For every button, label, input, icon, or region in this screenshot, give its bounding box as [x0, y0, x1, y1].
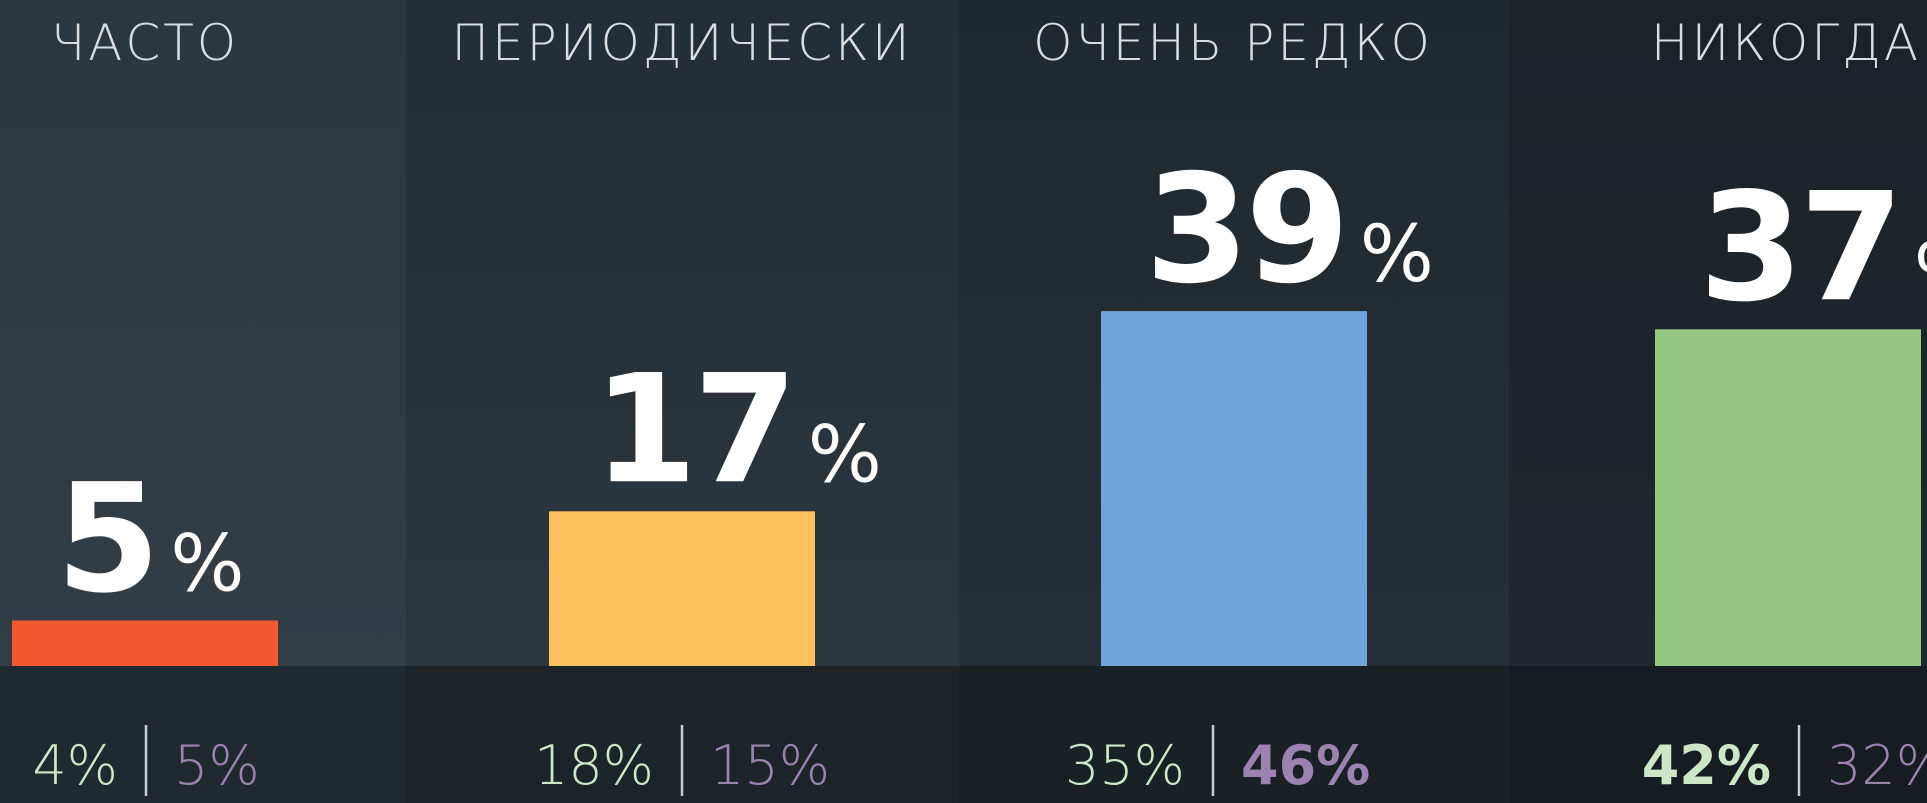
bar: [1101, 311, 1367, 666]
breakdown-label: 42%: [1642, 734, 1771, 797]
value-label: 17%: [593, 343, 882, 517]
breakdown-label: 46%: [1241, 734, 1370, 797]
breakdown-label: 18%: [534, 734, 654, 797]
category-label: ЧАСТО: [51, 14, 239, 72]
value-unit: %: [170, 520, 244, 610]
breakdown-label: 35%: [1065, 734, 1185, 797]
bar: [549, 511, 815, 666]
bar: [1655, 329, 1921, 666]
breakdown-label: 5%: [174, 734, 260, 797]
value-number: 39: [1145, 143, 1346, 317]
category-label: НИКОГДА: [1651, 14, 1921, 72]
category-label: ОЧЕНЬ РЕДКО: [1033, 14, 1433, 72]
value-number: 17: [593, 343, 794, 517]
value-unit: %: [808, 410, 882, 500]
value-number: 5: [56, 453, 156, 627]
category-label: ПЕРИОДИЧЕСКИ: [451, 14, 912, 72]
strip-bg: [0, 666, 406, 803]
strip-bg: [959, 666, 1509, 803]
value-unit: %: [1914, 228, 1927, 318]
bar: [12, 620, 278, 666]
value-label: 37%: [1699, 161, 1927, 335]
breakdown-label: 15%: [710, 734, 830, 797]
breakdown-label: 4%: [32, 734, 118, 797]
value-label: 39%: [1145, 143, 1434, 317]
value-label: 5%: [56, 453, 245, 627]
value-unit: %: [1360, 210, 1434, 300]
strip-bg: [1509, 666, 1927, 803]
breakdown-label: 32%: [1827, 734, 1927, 797]
value-number: 37: [1699, 161, 1900, 335]
column-bg: [0, 0, 406, 666]
